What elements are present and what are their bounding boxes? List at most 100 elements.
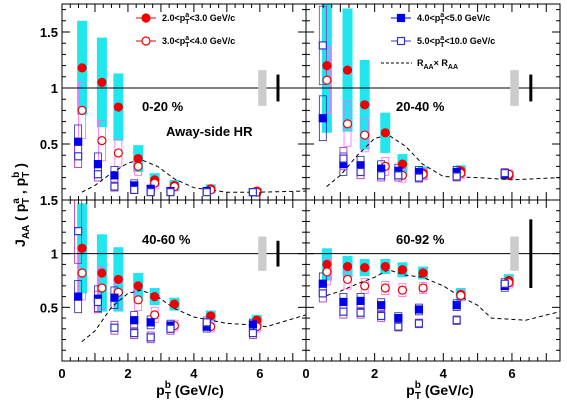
data-point [150,292,160,302]
data-point [74,137,83,146]
panel-plot-area [74,200,306,344]
data-point [342,261,353,272]
data-point [452,316,461,325]
data-point [110,171,119,180]
data-point [248,188,258,197]
data-point [380,128,390,138]
raa-curve [326,269,560,321]
data-point [110,293,119,302]
data-point [110,323,119,332]
data-point [318,114,327,123]
panel-4: 0 2 4 6 60-92 % [302,199,561,381]
y-tick-label: 1.5 [40,193,58,208]
data-point [394,313,403,323]
legend-label: 2.0<pa T<3.0 GeV/c [162,12,235,26]
away-side-label: Away-side HR [166,124,253,139]
legend-marker [396,13,406,23]
x-tick-label: 4 [440,366,448,381]
data-point [318,41,327,50]
normalization-box [510,70,519,106]
data-point [248,328,258,338]
centrality-label: 60-92 % [396,232,445,247]
data-point [452,172,461,181]
data-point [339,307,348,316]
data-point [110,182,119,191]
data-point [130,328,139,338]
data-point [77,243,87,253]
data-point [339,154,348,163]
data-point [133,161,143,171]
data-point [500,279,509,288]
y-tick-label: 1 [51,81,58,96]
data-point [322,60,332,71]
data-point [133,295,143,305]
normalization-box [510,236,519,271]
normalization-box [258,236,267,271]
data-point [377,164,386,173]
raa-curve [81,159,306,193]
data-point [356,296,365,305]
data-point [77,63,87,73]
data-point [414,305,424,314]
y-tick-label: 0.5 [40,300,58,315]
data-point [394,171,403,180]
data-point [166,188,175,197]
data-point [356,161,365,170]
data-point [150,310,160,320]
data-point [380,283,390,293]
data-point [133,153,143,164]
data-point [452,301,461,310]
data-point [169,299,180,309]
legend-marker [396,36,406,46]
data-point [202,188,211,197]
data-point [377,301,386,310]
x-tick-label: 2 [124,366,131,381]
x-tick-label: 0 [58,366,65,381]
y-tick-label: 1.5 [40,25,58,40]
data-point [377,311,386,321]
axis-texts: JAA ( paT , pbT ) pb T (GeV/c) pb T (GeV/c… [11,163,474,402]
centrality-label: 20-40 % [396,99,445,114]
data-point [97,136,107,146]
centrality-label: 0-20 % [142,99,184,114]
data-point [360,130,370,140]
legend-label: 5.0<pa T<10.0 GeV/c [417,35,495,49]
data-point [360,281,370,291]
x-tick-label: 4 [190,366,198,381]
data-point [318,289,327,298]
x-tick-label: 6 [508,366,515,381]
data-point [77,268,87,278]
data-point [133,281,143,291]
data-point [93,160,103,169]
data-point [342,119,353,129]
data-point [248,320,258,329]
data-point [146,333,155,342]
centrality-label: 40-60 % [142,232,191,247]
data-point [356,167,365,177]
legend-marker [141,36,151,46]
data-point [97,268,107,278]
data-point [202,318,211,327]
data-point [146,318,155,327]
x-axis-label-right: pb T (GeV/c) [406,380,474,402]
data-point [130,316,139,325]
data-point [113,148,123,158]
data-point [456,290,466,301]
data-point [360,263,370,273]
data-point [418,283,428,293]
raa-curve [326,134,560,187]
panel-2: 20-40 % [305,3,561,201]
panel-frame [305,199,561,362]
panel-plot-area [318,248,560,332]
data-point [360,100,370,110]
panel-plot-area [74,20,306,197]
data-point [146,188,155,197]
data-point [113,274,123,285]
x-tick-label: 2 [371,366,378,381]
data-point [130,185,139,195]
data-point [377,171,386,180]
data-point [97,77,107,88]
normalization-box [258,70,267,106]
